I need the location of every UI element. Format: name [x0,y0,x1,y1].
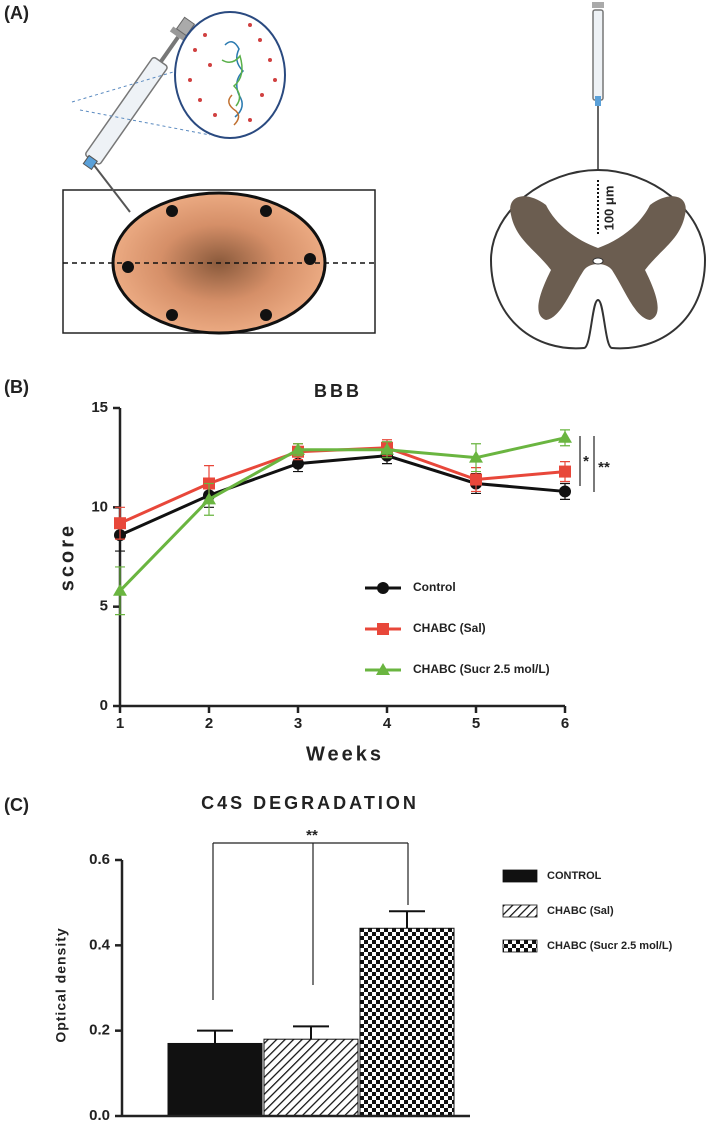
error-bar [197,1029,233,1044]
depth-label: 100 μm [601,186,616,231]
bar [263,1038,359,1117]
marker [380,442,394,455]
y-tick-label: 5 [100,598,108,615]
error-bar [389,910,425,929]
marker [559,485,571,498]
series-line [118,436,566,592]
significance: * [583,453,589,470]
x-tick-label: 1 [116,715,124,732]
significance-brackets [212,436,595,1000]
marker [470,473,482,486]
legend-label: Control [413,580,456,594]
spinal-cord-diagram: 100 μm [489,2,707,350]
marker [469,450,483,463]
x-tick-label: 3 [294,715,302,732]
y-tick-label: 0.6 [89,851,110,868]
x-tick-label: 2 [205,715,213,732]
legend-label: CHABC (Sucr 2.5 mol/L) [413,662,550,676]
marker [376,663,390,675]
significance: ** [306,827,318,844]
injection-diagram [62,11,376,335]
y-tick-label: 15 [91,399,108,416]
marker [377,623,389,635]
y-tick-label: 0.2 [89,1022,110,1039]
y-tick-label: 0.0 [89,1107,110,1123]
legend-swatch [502,869,538,883]
marker [558,430,572,443]
bar [359,927,455,1117]
error-bar [293,1025,329,1040]
legend-label: CHABC (Sucr 2.5 mol/L) [547,940,673,952]
x-tick-label: 5 [472,715,480,732]
x-axis-label: Weeks [306,743,384,765]
series-line [119,454,566,537]
legend-swatch [502,939,538,953]
legend-label: CHABC (Sal) [547,905,614,917]
marker [114,517,126,530]
chart-title: BBB [314,381,362,401]
marker [202,492,216,505]
panel-label: (C) [4,795,29,815]
y-tick-label: 0.4 [89,936,111,953]
legend-swatch [502,904,538,918]
y-axis-label: score [56,523,78,591]
y-axis-label: Optical density [53,927,69,1042]
legend-label: CONTROL [547,870,602,882]
panel-label: (B) [4,377,29,397]
marker [113,583,127,596]
chart-title: C4S DEGRADATION [201,793,419,813]
y-tick-label: 0 [100,697,108,714]
bar [167,1042,263,1117]
y-tick-label: 10 [91,498,108,515]
panel-label: (A) [4,3,29,23]
legend-label: CHABC (Sal) [413,621,486,635]
x-tick-label: 4 [383,715,392,732]
x-tick-label: 6 [561,715,569,732]
marker [291,442,305,455]
significance: ** [598,459,610,476]
marker [377,582,389,594]
marker [559,465,571,478]
marker [292,457,304,470]
